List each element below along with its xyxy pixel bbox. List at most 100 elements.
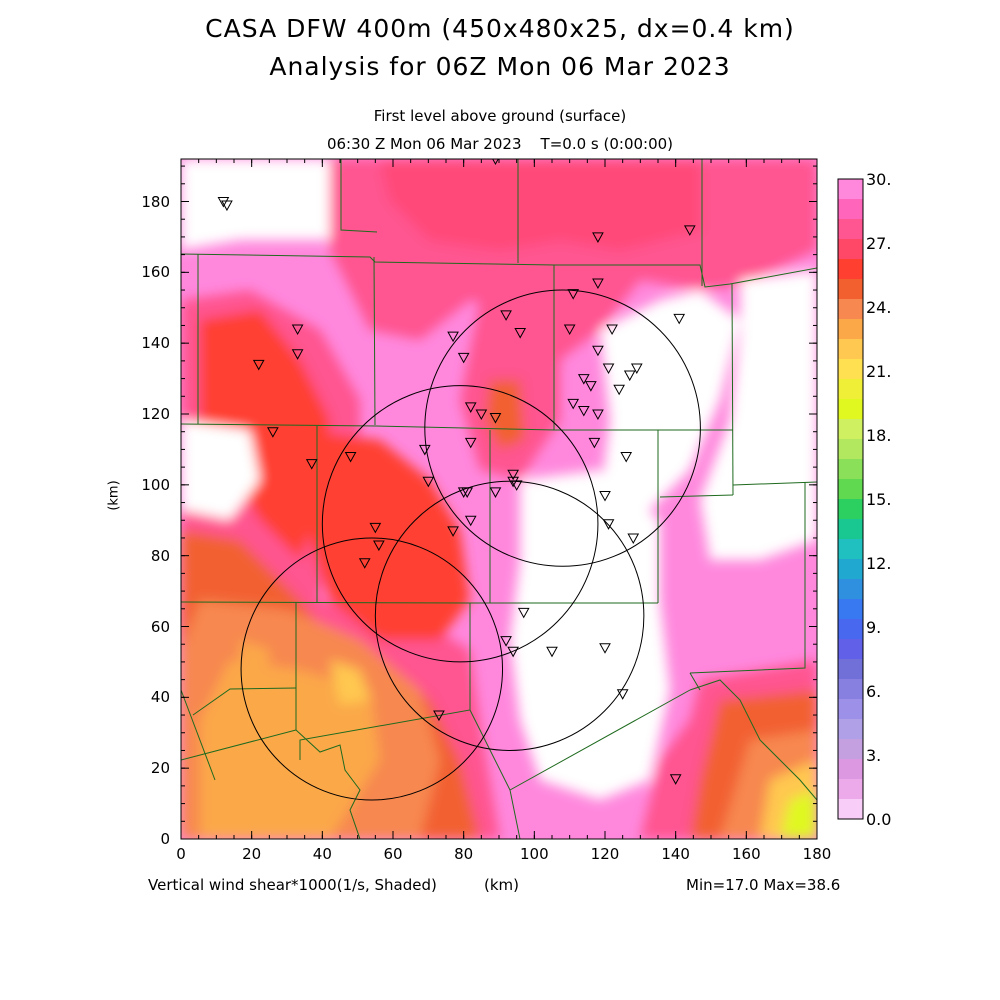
station-marker [620, 452, 633, 463]
station-marker [267, 427, 279, 438]
colorbar-label: 18. [866, 426, 892, 445]
range-ring-4 [424, 289, 701, 567]
y-tick-label: 120 [141, 405, 170, 423]
x-tick-label: 60 [383, 845, 403, 863]
county-boundaries [181, 159, 817, 839]
colorbar-segment [838, 459, 863, 480]
radar-range-rings [240, 289, 701, 801]
colorbar-segment [838, 199, 863, 220]
station-marker [373, 540, 385, 552]
colorbar-segment [838, 639, 863, 660]
x-tick-label: 40 [312, 845, 332, 863]
x-tick-label: 20 [242, 845, 262, 863]
colorbar-label: 3. [866, 746, 882, 765]
station-marker [433, 710, 445, 722]
colorbar-label: 30. [866, 170, 892, 189]
colorbar-segment [838, 419, 863, 440]
station-marker [588, 437, 601, 449]
colorbar-label: 24. [866, 298, 892, 317]
y-tick-label: 20 [150, 759, 170, 778]
station-marker [305, 459, 318, 470]
station-marker [602, 519, 615, 530]
axis-ticks [180, 159, 818, 840]
x-tick-label: 100 [520, 845, 549, 863]
station-marker [592, 232, 604, 243]
colorbar-segment [838, 519, 863, 540]
colorbar-label: 15. [866, 490, 892, 509]
station-marker [464, 402, 477, 413]
y-tick-label: 0 [160, 830, 170, 848]
station-marker [500, 636, 512, 647]
station-marker [489, 487, 502, 498]
station-marker [507, 646, 519, 658]
y-tick-label: 100 [141, 475, 170, 494]
station-marker [683, 225, 696, 236]
map-title-line2: Analysis for 06Z Mon 06 Mar 2023 [269, 52, 731, 81]
y-tick-label: 40 [150, 688, 170, 707]
colorbar-segment [838, 399, 863, 420]
station-marker [422, 476, 435, 488]
station-marker [613, 384, 625, 396]
colorbar-segment [838, 259, 863, 280]
colorbar-segment [838, 699, 863, 720]
x-tick-label: 160 [732, 845, 761, 863]
colorbar-segment [838, 239, 863, 260]
x-tick-label: 180 [802, 845, 832, 863]
station-marker [464, 515, 477, 527]
station-marker [567, 289, 580, 300]
y-axis-unit: (km) [106, 480, 122, 511]
colorbar-segment [838, 799, 863, 820]
station-marker [577, 374, 590, 385]
y-tick-label: 140 [141, 334, 170, 353]
station-marker [599, 643, 611, 654]
colorbar-label: 6. [866, 682, 882, 701]
colorbar-segment [838, 219, 863, 240]
station-marker [291, 324, 304, 336]
colorbar-label: 0.0 [866, 810, 892, 829]
station-marker [514, 328, 527, 339]
station-marker [592, 345, 604, 357]
x-tick-label: 0 [176, 845, 186, 863]
station-marker [567, 398, 580, 410]
x-tick-label: 80 [454, 845, 474, 863]
colorbar-segment [838, 679, 863, 700]
colorbar-segment [838, 619, 863, 640]
station-marker [344, 452, 357, 463]
colorbar-label: 27. [866, 234, 892, 253]
map-title-line1: CASA DFW 400m (450x480x25, dx=0.4 km) [205, 14, 795, 43]
colorbar-frame [837, 178, 864, 820]
colorbar-segment [838, 479, 863, 500]
range-ring-2 [321, 385, 599, 663]
station-marker [585, 381, 597, 392]
x-tick-label: 120 [590, 845, 620, 863]
y-tick-label: 60 [150, 617, 170, 636]
station-marker [673, 313, 686, 325]
colorbar-segment [838, 539, 863, 560]
colorbar-segment [838, 579, 863, 600]
station-marker [623, 370, 636, 382]
colorbar-segment [838, 779, 863, 800]
station-marker [507, 476, 519, 488]
station-marker [546, 646, 558, 658]
station-marker [592, 278, 604, 289]
colorbar-segment [838, 299, 863, 320]
station-marker [221, 200, 233, 212]
range-ring-1 [240, 537, 504, 801]
field-label: Vertical wind shear*1000(1/s, Shaded) [148, 876, 437, 894]
colorbar-segment [838, 379, 863, 400]
station-marker [577, 405, 590, 417]
level-subtitle: First level above ground (surface) [373, 107, 627, 125]
station-marker [627, 533, 640, 544]
colorbar-segment [838, 599, 863, 620]
station-marker [464, 437, 477, 449]
y-tick-label: 160 [141, 263, 170, 282]
station-marker [500, 310, 512, 321]
station-marker [517, 607, 530, 619]
colorbar-segment [838, 719, 863, 740]
colorbar-segment [838, 499, 863, 520]
y-tick-label: 180 [141, 192, 170, 211]
station-marker [217, 197, 230, 208]
station-marker [606, 324, 618, 336]
colorbar-segment [838, 319, 863, 340]
